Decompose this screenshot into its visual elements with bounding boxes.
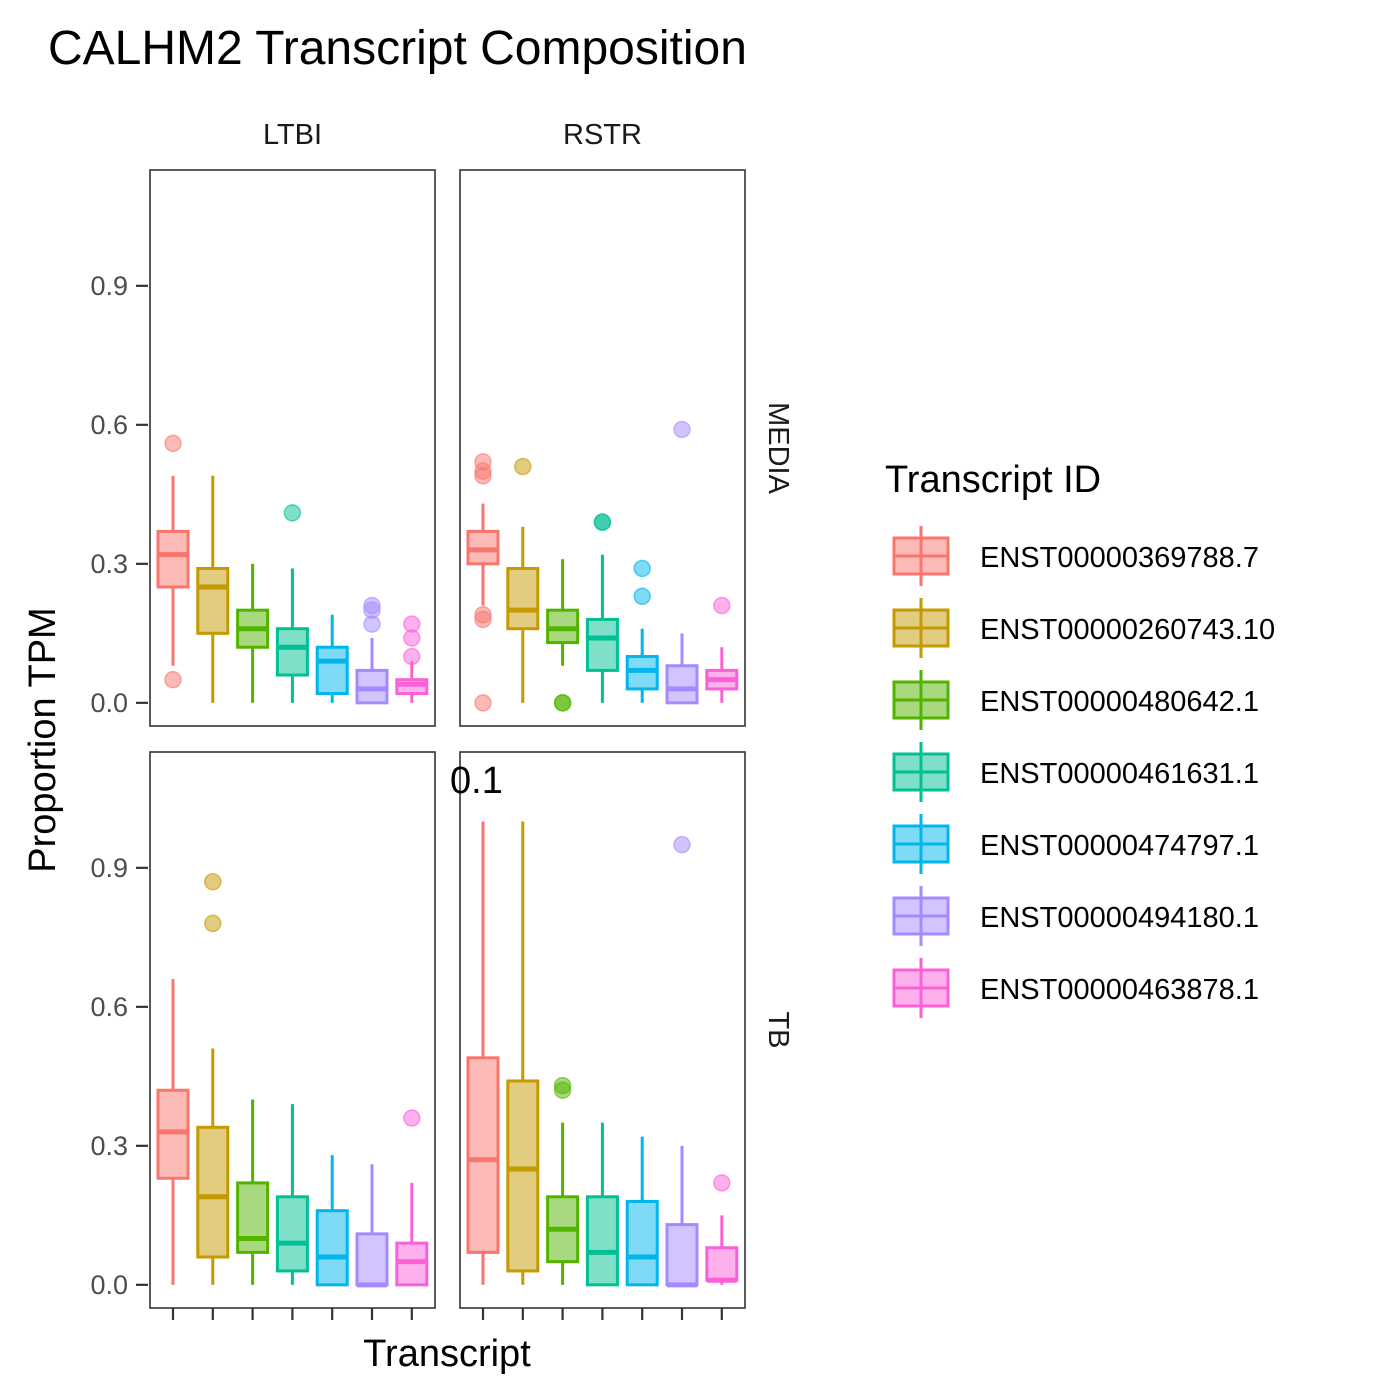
strip-label-rstr: RSTR [563, 119, 642, 151]
box-body [506, 566, 540, 631]
box-body [625, 1199, 659, 1287]
outlier-point [633, 559, 651, 578]
box-body [275, 1195, 309, 1273]
legend: ENST00000369788.7 ENST00000260743.10 ENST0… [892, 526, 1275, 1018]
chart-title: CALHM2 Transcript Composition [48, 22, 747, 75]
box-body [705, 1246, 739, 1282]
legend-label: ENST00000494180.1 [980, 902, 1259, 934]
outlier-point [673, 835, 691, 854]
outlier-point [164, 434, 182, 453]
panel-ltbi-media [149, 169, 436, 727]
legend-title: Transcript ID [885, 459, 1101, 501]
y-tick-label: 0.6 [90, 410, 128, 440]
box-body [196, 566, 230, 635]
legend-label: ENST00000461631.1 [980, 758, 1259, 790]
outlier-point [164, 670, 182, 689]
y-tick-label: 0.3 [90, 1131, 128, 1161]
outlier-point [403, 615, 421, 633]
legend-item: ENST00000480642.1 [892, 670, 1259, 730]
panel-ltbi-tb [149, 751, 436, 1309]
outlier-point [474, 694, 492, 712]
y-tick-label: 0.0 [90, 1270, 128, 1300]
outlier-point [713, 1174, 731, 1192]
outlier-point [553, 1081, 572, 1099]
legend-item: ENST00000463878.1 [892, 958, 1259, 1018]
outlier-point [553, 694, 572, 712]
outlier-point [204, 872, 222, 891]
y-axis-title: Proportion TPM [22, 607, 64, 872]
box-body [236, 1181, 270, 1254]
outlier-point [673, 420, 691, 439]
outlier-point [283, 504, 302, 522]
strip-label-tb: TB [762, 1011, 794, 1048]
legend-label: ENST00000463878.1 [980, 974, 1259, 1006]
box-body [196, 1125, 230, 1259]
box-body [156, 529, 190, 589]
y-tick-label: 0.9 [90, 271, 128, 301]
outlier-point [593, 513, 612, 531]
legend-label: ENST00000480642.1 [980, 686, 1259, 718]
box-body [315, 645, 349, 696]
panel-annotation: 0.1 [450, 760, 503, 802]
strip-label-media: MEDIA [762, 402, 794, 495]
outlier-point [363, 596, 381, 615]
box-body [506, 1079, 540, 1273]
legend-label: ENST00000260743.10 [980, 614, 1275, 646]
panel-rstr-tb [459, 751, 746, 1309]
outlier-point [474, 467, 492, 485]
box-body [355, 1232, 389, 1287]
strip-label-ltbi: LTBI [263, 119, 322, 151]
outlier-point [204, 914, 222, 933]
legend-item: ENST00000260743.10 [892, 598, 1275, 658]
y-tick-label: 0.0 [90, 688, 128, 718]
box-body [665, 1223, 699, 1287]
box-body [315, 1209, 349, 1287]
box-body [275, 627, 309, 677]
legend-item: ENST00000494180.1 [892, 886, 1259, 946]
box-body [585, 617, 619, 672]
outlier-point [514, 457, 532, 476]
outlier-point [633, 587, 651, 606]
y-tick-label: 0.6 [90, 992, 128, 1022]
legend-item: ENST00000474797.1 [892, 814, 1259, 874]
y-tick-label: 0.9 [90, 853, 128, 883]
box-body [665, 664, 699, 705]
box-body [466, 1056, 500, 1254]
legend-label: ENST00000474797.1 [980, 830, 1259, 862]
legend-item: ENST00000461631.1 [892, 742, 1259, 802]
facet-panels: LTBI RSTR MEDIA TB 0.0 0.3 0.6 0.9 0.0 0.3 0.6 0.9 [90, 119, 794, 1320]
outlier-point [403, 1109, 421, 1127]
panel-rstr-media [459, 169, 746, 727]
legend-label: ENST00000369788.7 [980, 542, 1259, 574]
legend-item: ENST00000369788.7 [892, 526, 1259, 586]
outlier-point [713, 596, 731, 615]
outlier-point [403, 647, 421, 666]
outlier-point [474, 610, 492, 629]
x-axis-title: Transcript [363, 1333, 531, 1375]
y-tick-label: 0.3 [90, 549, 128, 579]
box-body [585, 1195, 619, 1287]
